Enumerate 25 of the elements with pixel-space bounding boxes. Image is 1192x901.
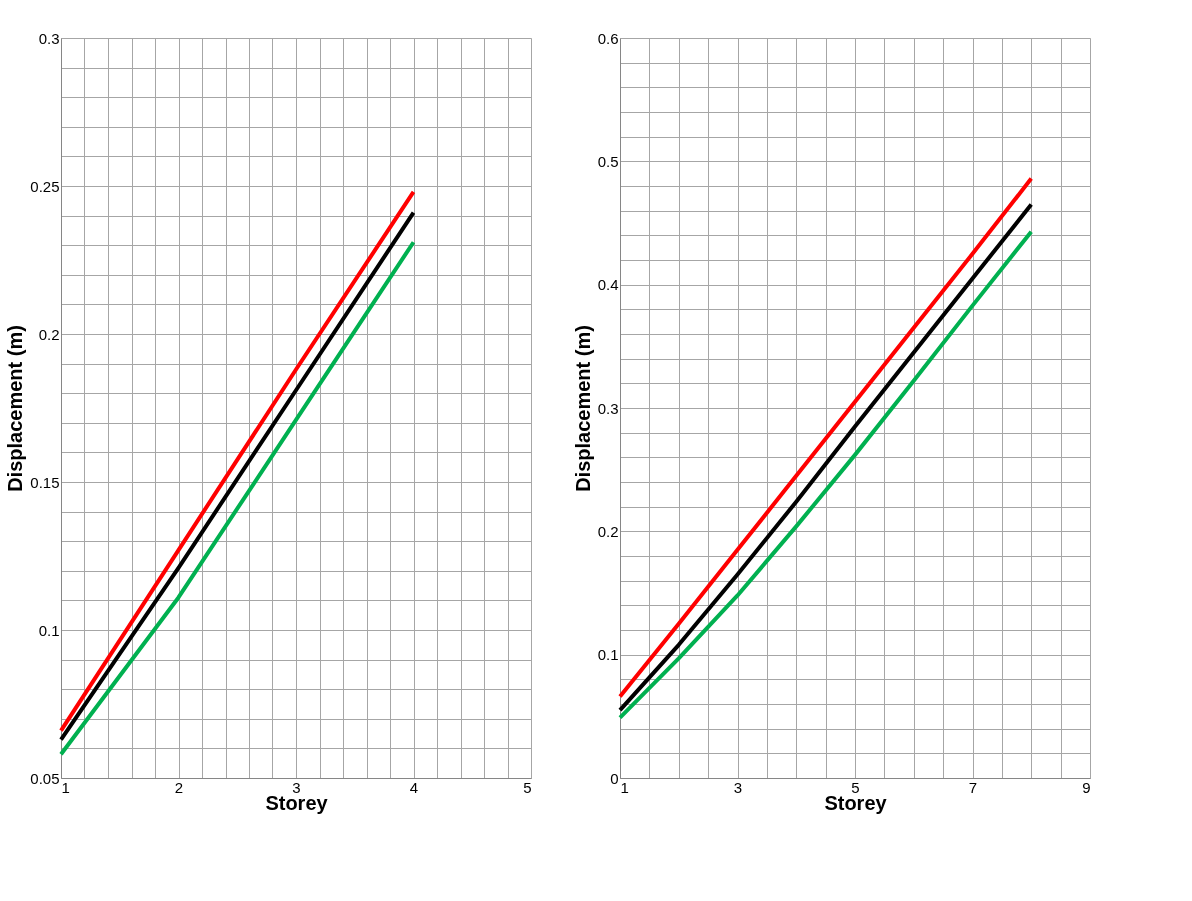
y-tick-label: 0.2	[597, 522, 619, 540]
x-tick-label: 7	[968, 778, 978, 796]
y-tick-label: 0.5	[597, 152, 619, 170]
y-tick-label: 0.3	[597, 399, 619, 417]
x-tick-label: 9	[1082, 778, 1091, 796]
y-tick-label: 0.1	[38, 621, 60, 639]
x-tick-label: 2	[174, 778, 184, 796]
y-tick-label: 0.25	[30, 177, 60, 195]
x-tick-label: 5	[523, 778, 532, 796]
y-tick-label: 0.15	[30, 473, 60, 491]
x-tick-label: 3	[733, 778, 743, 796]
x-tick-label: 3	[292, 778, 301, 796]
y-tick-label: 0.1	[597, 646, 619, 664]
y-tick-label: 0.4	[597, 276, 619, 294]
x-tick-label: 1	[620, 778, 629, 796]
x-tick-label: 5	[851, 778, 860, 796]
y-tick-label: 0	[610, 769, 619, 787]
y-tick-label: 0.2	[38, 325, 60, 343]
x-tick-label: 4	[409, 778, 419, 796]
y-axis-title: Displacement (m)	[4, 325, 27, 492]
y-tick-label: 0.05	[30, 769, 60, 787]
x-tick-label: 1	[61, 778, 70, 796]
y-tick-label: 0.6	[597, 29, 619, 47]
y-tick-label: 0.3	[38, 29, 60, 47]
y-axis-title: Displacement (m)	[571, 325, 594, 492]
